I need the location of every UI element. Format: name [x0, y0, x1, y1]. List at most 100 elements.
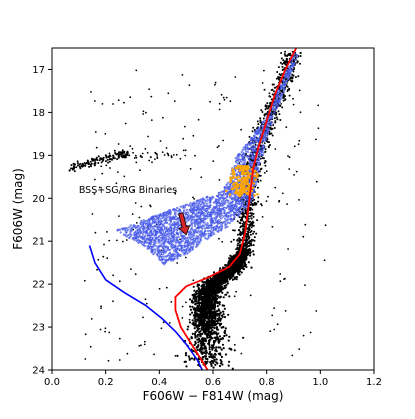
binary-point — [241, 209, 244, 213]
star-point — [229, 100, 232, 103]
star-point — [186, 328, 189, 331]
star-point — [216, 287, 219, 290]
star-point — [192, 321, 195, 324]
star-point — [144, 340, 146, 343]
star-point — [114, 152, 117, 155]
star-point — [211, 345, 215, 348]
star-point — [97, 258, 100, 261]
star-point — [205, 325, 209, 328]
star-point — [288, 156, 291, 159]
star-point — [252, 203, 255, 206]
star-point — [204, 324, 207, 327]
star-point — [249, 233, 252, 236]
star-point — [215, 285, 218, 288]
star-point — [218, 108, 221, 111]
star-point — [222, 96, 225, 99]
star-point — [252, 244, 255, 247]
star-point — [197, 341, 200, 344]
star-point — [284, 277, 286, 280]
star-point — [280, 57, 283, 60]
star-point — [145, 111, 147, 114]
star-point — [263, 172, 266, 174]
star-point — [248, 223, 251, 226]
star-point — [214, 81, 217, 84]
star-point — [247, 245, 250, 248]
star-point — [237, 259, 240, 262]
star-point — [138, 216, 141, 219]
star-point — [94, 100, 96, 102]
star-point — [241, 217, 244, 220]
star-point — [146, 152, 149, 154]
star-point — [265, 170, 268, 173]
star-point — [93, 162, 96, 165]
star-point — [224, 327, 227, 330]
star-point — [209, 294, 212, 297]
star-point — [220, 93, 223, 96]
star-point — [218, 309, 221, 312]
star-point — [194, 331, 197, 334]
star-point — [201, 288, 205, 291]
star-point — [195, 346, 198, 349]
star-point — [210, 355, 213, 358]
star-point — [259, 179, 262, 182]
star-point — [225, 96, 228, 99]
star-point — [276, 71, 279, 73]
star-point — [302, 235, 305, 238]
star-point — [82, 163, 85, 166]
star-point — [274, 120, 277, 123]
star-point — [100, 161, 103, 164]
star-point — [273, 117, 276, 120]
star-point — [201, 299, 203, 302]
star-point — [273, 328, 276, 331]
star-point — [205, 281, 209, 284]
star-point — [240, 128, 243, 131]
star-point — [142, 113, 145, 115]
star-point — [268, 141, 270, 144]
star-point — [242, 230, 245, 233]
star-point — [236, 220, 239, 223]
star-point — [242, 225, 244, 228]
star-point — [122, 240, 124, 243]
star-point — [237, 272, 240, 275]
star-point — [193, 198, 196, 200]
star-point — [249, 203, 252, 206]
star-point — [239, 222, 242, 225]
star-point — [158, 287, 161, 290]
star-point — [304, 223, 307, 226]
star-point — [94, 131, 97, 133]
star-point — [190, 357, 193, 360]
star-point — [284, 50, 287, 53]
star-point — [104, 327, 107, 330]
star-point — [215, 337, 218, 340]
star-point — [209, 321, 212, 324]
star-point — [197, 284, 200, 287]
star-point — [250, 226, 253, 229]
star-point — [238, 241, 241, 244]
star-point — [212, 277, 215, 280]
star-point — [250, 266, 253, 269]
star-point — [228, 275, 231, 278]
plot-area — [68, 48, 327, 370]
star-point — [223, 307, 226, 310]
star-point — [120, 153, 123, 156]
star-point — [205, 317, 208, 320]
star-point — [281, 192, 284, 195]
star-point — [199, 324, 202, 327]
star-point — [231, 257, 234, 260]
star-point — [193, 323, 196, 326]
star-point — [224, 329, 227, 332]
star-point — [283, 53, 286, 56]
star-point — [206, 307, 209, 311]
star-point — [244, 255, 247, 258]
star-point — [196, 318, 199, 321]
star-point — [229, 271, 232, 274]
star-point — [70, 167, 72, 170]
star-point — [196, 348, 199, 352]
star-point — [163, 154, 166, 156]
star-point — [116, 239, 118, 242]
star-point — [200, 176, 203, 179]
star-point — [216, 328, 219, 331]
star-point — [249, 252, 252, 255]
star-point — [144, 148, 147, 150]
star-point — [263, 114, 266, 117]
